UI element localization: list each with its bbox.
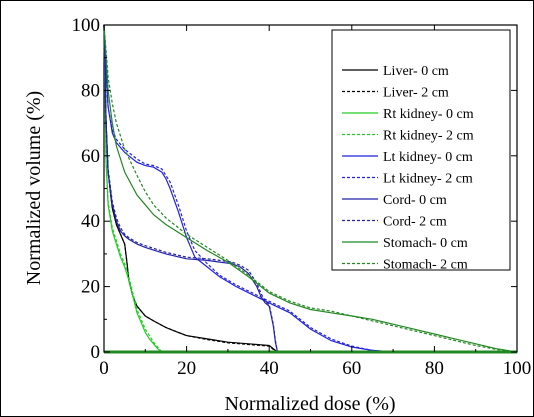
series-line-5 (103, 24, 394, 353)
series-line-10 (103, 24, 518, 353)
series-line-1 (103, 24, 278, 353)
x-tick-label: 80 (425, 358, 444, 379)
series-line-7 (103, 24, 279, 353)
y-tick-label: 20 (81, 277, 100, 298)
series-line-2 (103, 24, 278, 353)
series-line-3 (103, 24, 163, 353)
series-line-8 (103, 24, 279, 353)
legend-label: Rt kidney- 0 cm (383, 107, 474, 122)
series-line-6 (103, 24, 394, 353)
legend-label: Lt kidney- 2 cm (383, 172, 473, 187)
legend-label: Liver- 0 cm (383, 64, 449, 79)
y-axis-title: Normalized volume (%) (23, 91, 45, 285)
legend-label: Liver- 2 cm (383, 86, 449, 101)
x-axis-title: Normalized dose (%) (224, 393, 395, 415)
y-tick-label: 0 (91, 342, 101, 363)
y-tick-label: 60 (81, 146, 100, 167)
legend-label: Lt kidney- 0 cm (383, 150, 473, 165)
legend-label: Rt kidney- 2 cm (383, 129, 474, 144)
x-tick-label: 40 (260, 358, 279, 379)
legend-label: Stomach- 2 cm (383, 258, 468, 273)
x-tick-label: 100 (503, 358, 532, 379)
x-tick-label: 0 (99, 358, 109, 379)
y-tick-label: 80 (81, 80, 100, 101)
x-tick-label: 60 (342, 358, 361, 379)
series-line-9 (103, 24, 518, 353)
legend-label: Stomach- 0 cm (383, 236, 468, 251)
legend-label: Cord- 2 cm (383, 215, 447, 230)
legend: Liver- 0 cm Liver- 2 cm Rt kidney- 0 cm Rt … (331, 29, 511, 273)
y-tick-label: 100 (72, 15, 101, 36)
x-tick-label: 20 (177, 358, 196, 379)
y-tick-label: 40 (81, 211, 100, 232)
series-line-4 (103, 24, 163, 353)
legend-label: Cord- 0 cm (383, 193, 447, 208)
axes-layer: 0 20 40 60 80 100 0 20 40 60 80 100 (72, 15, 532, 379)
